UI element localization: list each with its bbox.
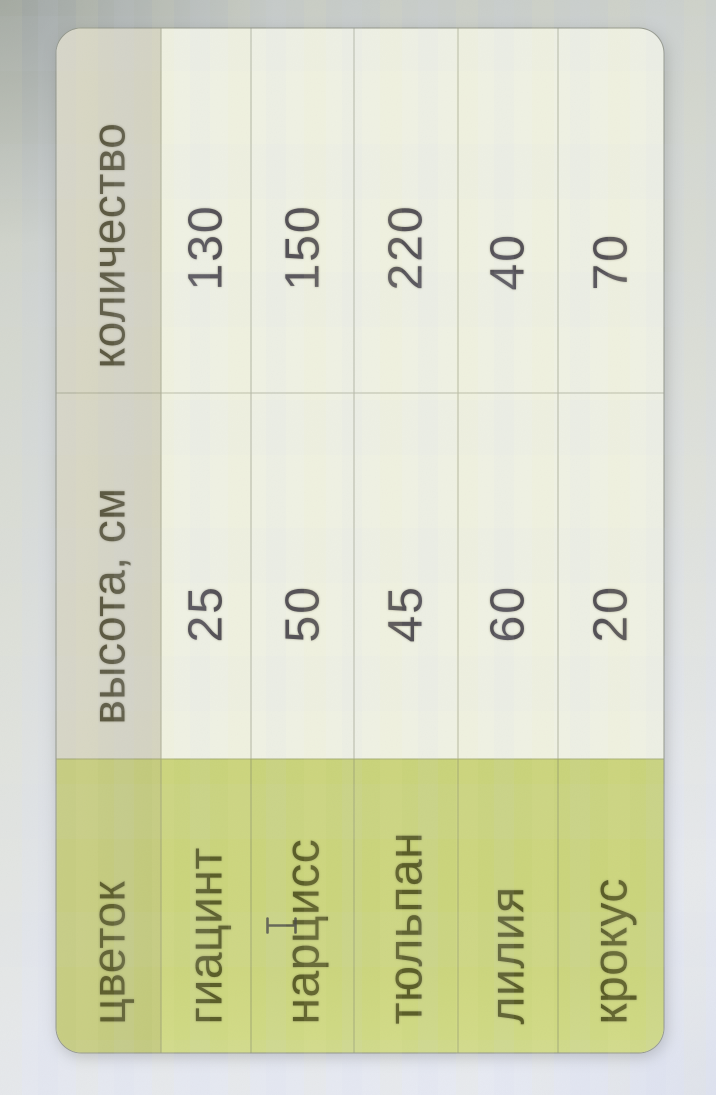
header-height: высота, см — [56, 392, 162, 759]
cell-flower-giacint: гиацинт — [161, 758, 252, 1053]
cell-flower-tulpan: тюльпан — [354, 758, 459, 1053]
header-flower: цветок — [56, 758, 162, 1053]
cell-count-narciss: 150 — [251, 28, 355, 393]
cell-height-giacint: 25 — [161, 392, 252, 759]
text-cursor-icon — [266, 917, 297, 934]
cell-flower-narciss: нарцисс — [251, 758, 355, 1053]
flower-table-card: цветок высота, см количество гиацинт 25 … — [55, 27, 665, 1054]
cell-height-narciss: 50 — [251, 392, 355, 759]
cell-height-lilia: 60 — [458, 392, 559, 759]
cell-flower-krokus: крокус — [558, 758, 664, 1053]
cell-height-krokus: 20 — [558, 392, 664, 759]
flower-table: цветок высота, см количество гиацинт 25 … — [56, 28, 664, 1053]
cell-flower-lilia: лилия — [458, 758, 559, 1053]
cell-count-tulpan: 220 — [354, 28, 459, 393]
cell-count-giacint: 130 — [161, 28, 252, 393]
header-count: количество — [56, 28, 162, 393]
cell-height-tulpan: 45 — [354, 392, 459, 759]
cell-count-lilia: 40 — [458, 28, 559, 393]
cell-count-krokus: 70 — [584, 233, 638, 291]
